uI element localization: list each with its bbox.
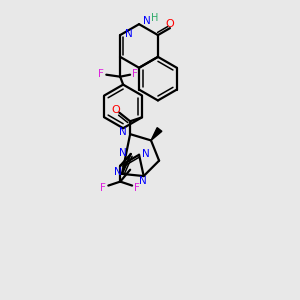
Text: F: F xyxy=(134,183,140,193)
Text: N: N xyxy=(125,29,133,39)
Text: N: N xyxy=(142,149,150,159)
Text: F: F xyxy=(132,69,138,79)
Text: O: O xyxy=(166,19,174,29)
Text: N: N xyxy=(119,127,127,137)
Text: N: N xyxy=(119,148,127,158)
Text: O: O xyxy=(111,105,120,115)
Text: N: N xyxy=(114,167,122,177)
Polygon shape xyxy=(151,128,162,140)
Text: N: N xyxy=(143,16,151,26)
Text: F: F xyxy=(100,183,106,193)
Text: F: F xyxy=(98,69,104,79)
Text: H: H xyxy=(151,13,159,23)
Text: N: N xyxy=(139,176,147,186)
